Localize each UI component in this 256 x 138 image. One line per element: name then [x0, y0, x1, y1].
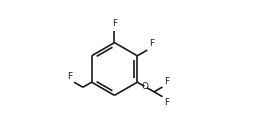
Text: F: F — [164, 98, 169, 107]
Text: F: F — [112, 19, 117, 28]
Text: F: F — [67, 72, 72, 81]
Text: F: F — [149, 39, 154, 48]
Text: O: O — [142, 82, 149, 91]
Text: F: F — [164, 77, 169, 86]
